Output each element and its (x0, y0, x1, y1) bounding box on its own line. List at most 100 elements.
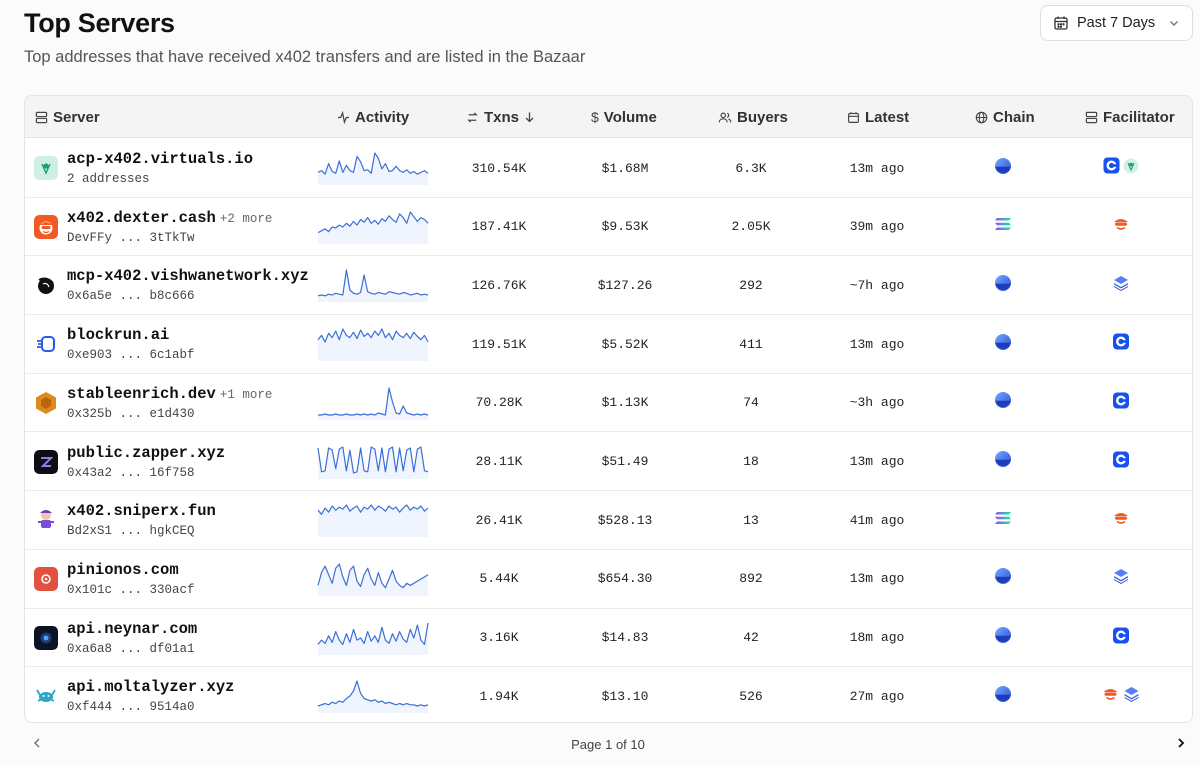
more-addresses-badge[interactable]: +1 more (219, 387, 273, 402)
facilitator-cell (1112, 198, 1130, 256)
column-header-volume[interactable]: $ Volume (591, 96, 657, 138)
latest-value: ~3h ago (849, 395, 905, 411)
server-address: 0x101c ... 330acf (67, 582, 195, 597)
facilitator-cell (1113, 609, 1130, 667)
coinbase-icon (1113, 627, 1130, 649)
column-header-txns[interactable]: Txns (466, 96, 535, 138)
server-name-text: api.neynar.com (67, 619, 198, 638)
table-row[interactable]: pinionos.com 0x101c ... 330acf 5.44K $654.3… (25, 550, 1192, 609)
base-chain-icon (994, 391, 1012, 414)
server-name-text: blockrun.ai (67, 326, 170, 345)
chain-cell (994, 550, 1012, 608)
server-name-text: api.moltalyzer.xyz (67, 678, 235, 697)
volume-value: $5.52K (601, 336, 649, 352)
table-row[interactable]: public.zapper.xyz 0x43a2 ... 16f758 28.11K… (25, 433, 1192, 492)
pagination-label: Page 1 of 10 (571, 737, 645, 752)
table-row[interactable]: mcp-x402.vishwanetwork.xyz 0x6a5e ... b8c… (25, 256, 1192, 316)
column-header-latest[interactable]: Latest (847, 96, 909, 138)
server-name-text: mcp-x402.vishwanetwork.xyz (67, 267, 309, 286)
layers-icon (1112, 274, 1130, 297)
column-header-chain[interactable]: Chain (975, 96, 1035, 138)
activity-sparkline (317, 268, 429, 303)
server-logo-icon (34, 391, 58, 415)
server-icon (35, 111, 48, 124)
server-address: Bd2xS1 ... hgkCEQ (67, 524, 195, 539)
latest-value: 13m ago (849, 454, 905, 469)
next-page-button[interactable] (1172, 736, 1190, 754)
txns-value: 310.54K (471, 160, 527, 176)
column-header-buyers[interactable]: Buyers (718, 96, 788, 138)
table-row[interactable]: x402.sniperx.fun Bd2xS1 ... hgkCEQ 26.41K $… (25, 491, 1192, 550)
column-label-volume: Volume (603, 108, 657, 126)
server-address: 0xa6a8 ... df01a1 (67, 641, 195, 656)
latest-value: 18m ago (849, 630, 905, 646)
server-name[interactable]: api.moltalyzer.xyz (67, 678, 234, 696)
chain-cell (994, 667, 1012, 722)
servers-table: Server Activity Txns $ Volume Buyers Lat… (24, 95, 1193, 723)
page-title: Top Servers (24, 8, 175, 38)
txns-value: 187.41K (471, 219, 527, 235)
server-address: 0xe903 ... 6c1abf (67, 348, 195, 363)
column-header-facilitator[interactable]: Facilitator (1085, 96, 1175, 138)
date-range-select[interactable]: Past 7 Days (1040, 5, 1193, 41)
volume-value: $127.26 (597, 277, 653, 293)
latest-value: 13m ago (849, 571, 905, 587)
server-name[interactable]: stableenrich.dev +1 more (67, 385, 272, 403)
column-label-server: Server (53, 108, 100, 126)
solana-chain-icon (994, 510, 1012, 531)
more-addresses-badge[interactable]: +2 more (219, 211, 273, 226)
globe-icon (975, 111, 988, 124)
activity-sparkline (317, 327, 429, 362)
server-logo-icon (34, 449, 58, 474)
buyers-value: 42 (743, 630, 759, 646)
server-address: DevFFy ... 3tTkTw (67, 230, 195, 245)
table-row[interactable]: blockrun.ai 0xe903 ... 6c1abf 119.51K $5.52… (25, 315, 1192, 374)
column-header-activity[interactable]: Activity (337, 96, 409, 138)
latest-value: 39m ago (849, 219, 905, 235)
table-row[interactable]: x402.dexter.cash +2 more DevFFy ... 3tTkTw… (25, 198, 1192, 257)
server-name[interactable]: mcp-x402.vishwanetwork.xyz (67, 267, 309, 285)
server-logo-icon (34, 214, 58, 239)
server-name[interactable]: api.neynar.com (67, 620, 197, 638)
table-row[interactable]: acp-x402.virtuals.io 2 addresses 310.54K $1… (25, 139, 1192, 198)
server-name[interactable]: acp-x402.virtuals.io (67, 150, 253, 168)
base-chain-icon (994, 157, 1012, 180)
facilitator-cell (1112, 550, 1130, 608)
server-address: 2 addresses (67, 172, 150, 186)
server-name[interactable]: pinionos.com (67, 561, 179, 579)
page-subtitle: Top addresses that have received x402 tr… (24, 48, 586, 66)
table-row[interactable]: api.moltalyzer.xyz 0xf444 ... 9514a0 1.94K… (25, 667, 1192, 722)
server-name[interactable]: x402.dexter.cash +2 more (67, 209, 272, 227)
table-row[interactable]: api.neynar.com 0xa6a8 ... df01a1 3.16K $14.… (25, 609, 1192, 668)
server-name[interactable]: public.zapper.xyz (67, 444, 225, 462)
chain-cell (994, 374, 1012, 432)
chain-cell (994, 433, 1012, 491)
txns-value: 70.28K (475, 395, 523, 411)
table-row[interactable]: stableenrich.dev +1 more 0x325b ... e1d430… (25, 374, 1192, 433)
column-label-txns: Txns (484, 108, 520, 126)
column-header-server[interactable]: Server (35, 96, 100, 138)
server-logo-icon (34, 508, 58, 532)
facilitator-cell (1103, 139, 1139, 197)
txns-value: 28.11K (475, 454, 523, 469)
facilitator-cell (1112, 256, 1130, 314)
txns-value: 1.94K (479, 688, 519, 704)
activity-sparkline (317, 562, 429, 596)
buyers-value: 411 (739, 336, 763, 352)
facilitator-cell (1112, 491, 1130, 549)
server-logo-icon (34, 625, 58, 650)
coinbase-icon (1113, 333, 1130, 355)
previous-page-button[interactable] (28, 736, 46, 754)
server-name[interactable]: x402.sniperx.fun (67, 502, 216, 520)
server-name[interactable]: blockrun.ai (67, 326, 169, 344)
buyers-value: 892 (739, 571, 763, 587)
chevron-down-icon (1168, 17, 1180, 29)
txns-value: 26.41K (475, 512, 523, 528)
chain-cell (994, 609, 1012, 667)
latest-value: 27m ago (849, 688, 905, 704)
dollar-icon: $ (591, 109, 599, 125)
server-address: 0x6a5e ... b8c666 (67, 289, 195, 304)
activity-sparkline (317, 151, 429, 185)
txns-value: 5.44K (479, 571, 519, 587)
chain-cell (994, 315, 1012, 373)
